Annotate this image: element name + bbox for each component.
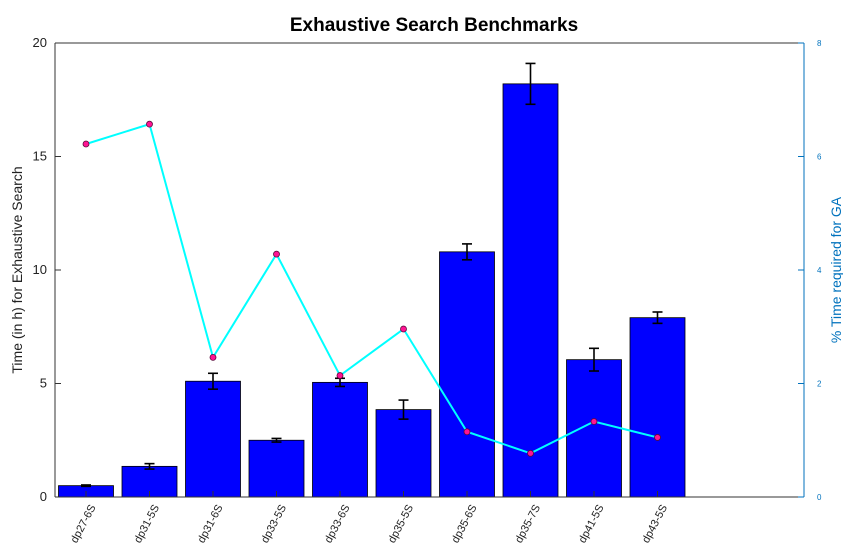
x-tick-label-dp27-6S: dp27-6S [69, 503, 99, 545]
x-tick-label-dp35-6S: dp35-6S [450, 503, 480, 545]
right-tick-label: 0 [817, 493, 822, 502]
left-tick-label: 0 [40, 489, 47, 504]
x-tick-label-dp35-7S: dp35-7S [513, 503, 543, 545]
x-tick-label-dp31-5S: dp31-5S [132, 503, 162, 545]
right-tick-label: 8 [817, 39, 822, 48]
bar-dp35-5S [375, 409, 432, 498]
bar-dp41-5S [566, 359, 622, 498]
right-tick-label: 6 [817, 153, 822, 162]
left-tick-label: 15 [33, 149, 47, 164]
left-tick-label: 10 [33, 262, 47, 277]
bar-dp31-6S [185, 380, 241, 498]
right-tick-label: 2 [817, 380, 822, 389]
axes-layer [54, 42, 805, 498]
bar-dp35-6S [439, 251, 495, 498]
x-tick-label-dp43-5S: dp43-5S [640, 503, 670, 545]
left-axis-label: Time (in h) for Exhaustive Search [9, 166, 25, 373]
bar-dp33-6S [312, 381, 368, 498]
ga-point-dp33-6S [336, 372, 344, 379]
ga-point-dp35-5S [400, 325, 407, 333]
right-axis-label: % Time required for GA [828, 196, 843, 343]
right-tick-label: 4 [817, 266, 822, 275]
ga-point-dp41-5S [590, 418, 598, 425]
bar-dp43-5S [629, 317, 686, 498]
bar-dp35-7S [502, 83, 559, 498]
x-tick-label-dp33-6S: dp33-6S [323, 503, 353, 545]
bar-dp33-5S [248, 439, 305, 498]
x-tick-label-dp35-5S: dp35-5S [386, 503, 416, 545]
ga-point-dp43-5S [654, 434, 661, 441]
chart-title: Exhaustive Search Benchmarks [290, 15, 578, 36]
ga-point-dp35-7S [527, 449, 534, 457]
ga-point-dp31-6S [209, 353, 217, 361]
x-tick-label-dp31-6S: dp31-6S [196, 503, 226, 545]
ga-time-line [85, 122, 658, 455]
line-layer [82, 120, 661, 457]
ga-point-dp33-5S [273, 250, 280, 258]
left-tick-label: 20 [33, 35, 47, 50]
left-tick-label: 5 [40, 376, 47, 391]
ga-point-dp35-6S [463, 428, 471, 436]
ga-point-dp27-6S [82, 140, 90, 148]
errorbars-layer [81, 62, 663, 488]
x-tick-label-dp33-5S: dp33-5S [259, 503, 289, 545]
ga-point-dp31-5S [146, 120, 153, 128]
bars-layer [58, 83, 686, 498]
x-tick-label-dp41-5S: dp41-5S [577, 503, 607, 545]
